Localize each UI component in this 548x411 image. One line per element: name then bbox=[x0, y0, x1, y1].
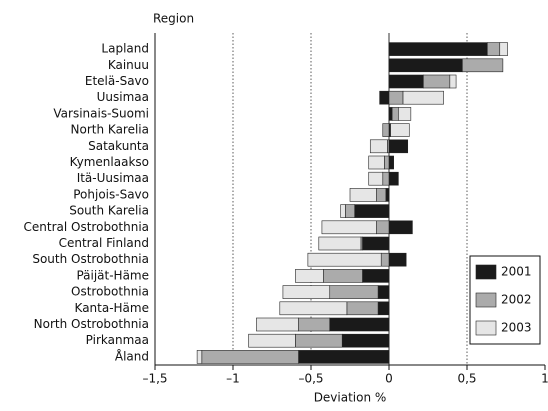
x-tick-label: 0,5 bbox=[457, 372, 476, 386]
bar bbox=[201, 350, 299, 364]
bar bbox=[388, 171, 399, 186]
bar bbox=[340, 204, 346, 218]
bar bbox=[402, 90, 444, 105]
bar bbox=[369, 139, 388, 154]
y-tick-label: Uusimaa bbox=[97, 90, 149, 104]
bar bbox=[388, 139, 409, 154]
y-tick-label: South Karelia bbox=[69, 204, 149, 218]
legend-swatch bbox=[475, 320, 497, 336]
bar bbox=[388, 42, 488, 56]
y-tick-label: Varsinais-Suomi bbox=[53, 106, 149, 120]
legend-swatch bbox=[475, 292, 497, 308]
bar bbox=[376, 220, 390, 235]
bar bbox=[379, 90, 390, 105]
bar bbox=[385, 188, 390, 202]
y-axis-title: Region bbox=[153, 12, 194, 26]
bar bbox=[376, 188, 387, 202]
bar bbox=[248, 333, 296, 348]
bar bbox=[346, 301, 379, 316]
bar bbox=[462, 58, 504, 73]
y-tick-label: South Ostrobothnia bbox=[32, 252, 149, 266]
y-tick-label: Pohjois-Savo bbox=[73, 187, 149, 201]
bar bbox=[377, 285, 390, 299]
x-tick-label: –0,5 bbox=[298, 372, 323, 386]
y-tick-label: Kymenlaakso bbox=[70, 155, 149, 169]
bar bbox=[279, 301, 348, 316]
bar bbox=[298, 317, 331, 332]
y-tick-label: Kanta-Häme bbox=[75, 301, 149, 315]
y-tick-label: Satakunta bbox=[88, 139, 149, 153]
bar bbox=[368, 171, 384, 186]
bar bbox=[307, 252, 382, 267]
bar bbox=[380, 252, 390, 267]
bar bbox=[388, 107, 393, 121]
x-tick-label: –1,5 bbox=[142, 372, 167, 386]
legend-label: 2001 bbox=[501, 265, 532, 279]
y-tick-label: Central Ostrobothnia bbox=[24, 220, 149, 234]
y-tick-label: Päijät-Häme bbox=[76, 268, 149, 282]
bar bbox=[449, 74, 457, 89]
legend-swatch bbox=[475, 264, 497, 280]
x-tick-label: 1 bbox=[541, 372, 548, 386]
bar bbox=[384, 155, 390, 170]
bar bbox=[390, 123, 410, 137]
y-tick-label: North Ostrobothnia bbox=[34, 317, 149, 331]
bar bbox=[362, 236, 390, 251]
x-axis-title: Deviation % bbox=[314, 391, 387, 405]
bar bbox=[382, 123, 390, 137]
bar bbox=[486, 42, 501, 56]
bar bbox=[282, 285, 331, 299]
y-tick-label: Kainuu bbox=[108, 58, 149, 72]
bar bbox=[423, 74, 451, 89]
bar bbox=[382, 171, 390, 186]
bar bbox=[388, 155, 394, 170]
y-tick-label: Ostrobothnia bbox=[71, 285, 149, 299]
bar bbox=[398, 107, 412, 121]
bar bbox=[256, 317, 299, 332]
x-tick-label: 0 bbox=[385, 372, 393, 386]
bar bbox=[391, 107, 399, 121]
bar bbox=[295, 269, 324, 283]
bar bbox=[318, 236, 362, 251]
bar bbox=[323, 269, 363, 283]
bar bbox=[377, 301, 390, 316]
bar bbox=[329, 285, 379, 299]
bar bbox=[388, 58, 463, 73]
y-tick-label: Itä-Uusimaa bbox=[77, 171, 149, 185]
bar bbox=[295, 333, 343, 348]
bar bbox=[362, 269, 390, 283]
y-tick-label: North Karelia bbox=[71, 123, 149, 137]
y-tick-label: Central Finland bbox=[59, 236, 149, 250]
x-tick-label: –1 bbox=[226, 372, 240, 386]
bar bbox=[388, 252, 407, 267]
bar bbox=[388, 74, 424, 89]
bar bbox=[341, 333, 390, 348]
y-tick-label: Pirkanmaa bbox=[86, 333, 149, 347]
bar bbox=[298, 350, 390, 364]
bar bbox=[388, 220, 413, 235]
bar bbox=[388, 90, 404, 105]
bar bbox=[354, 204, 390, 218]
legend-label: 2002 bbox=[501, 293, 532, 307]
bar bbox=[196, 350, 203, 364]
bar bbox=[349, 188, 377, 202]
bar bbox=[368, 155, 385, 170]
bar bbox=[345, 204, 355, 218]
bar bbox=[329, 317, 390, 332]
bar bbox=[321, 220, 377, 235]
bar bbox=[499, 42, 508, 56]
y-tick-label: Lapland bbox=[101, 42, 149, 56]
y-tick-label: Etelä-Savo bbox=[85, 74, 149, 88]
y-tick-label: Åland bbox=[115, 348, 149, 363]
legend-label: 2003 bbox=[501, 321, 532, 335]
